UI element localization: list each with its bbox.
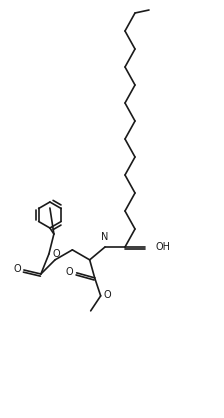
Text: O: O	[104, 290, 112, 300]
Text: O: O	[52, 249, 60, 259]
Text: O: O	[13, 264, 21, 274]
Text: N: N	[101, 232, 109, 242]
Text: O: O	[66, 267, 73, 277]
Text: OH: OH	[155, 242, 170, 252]
